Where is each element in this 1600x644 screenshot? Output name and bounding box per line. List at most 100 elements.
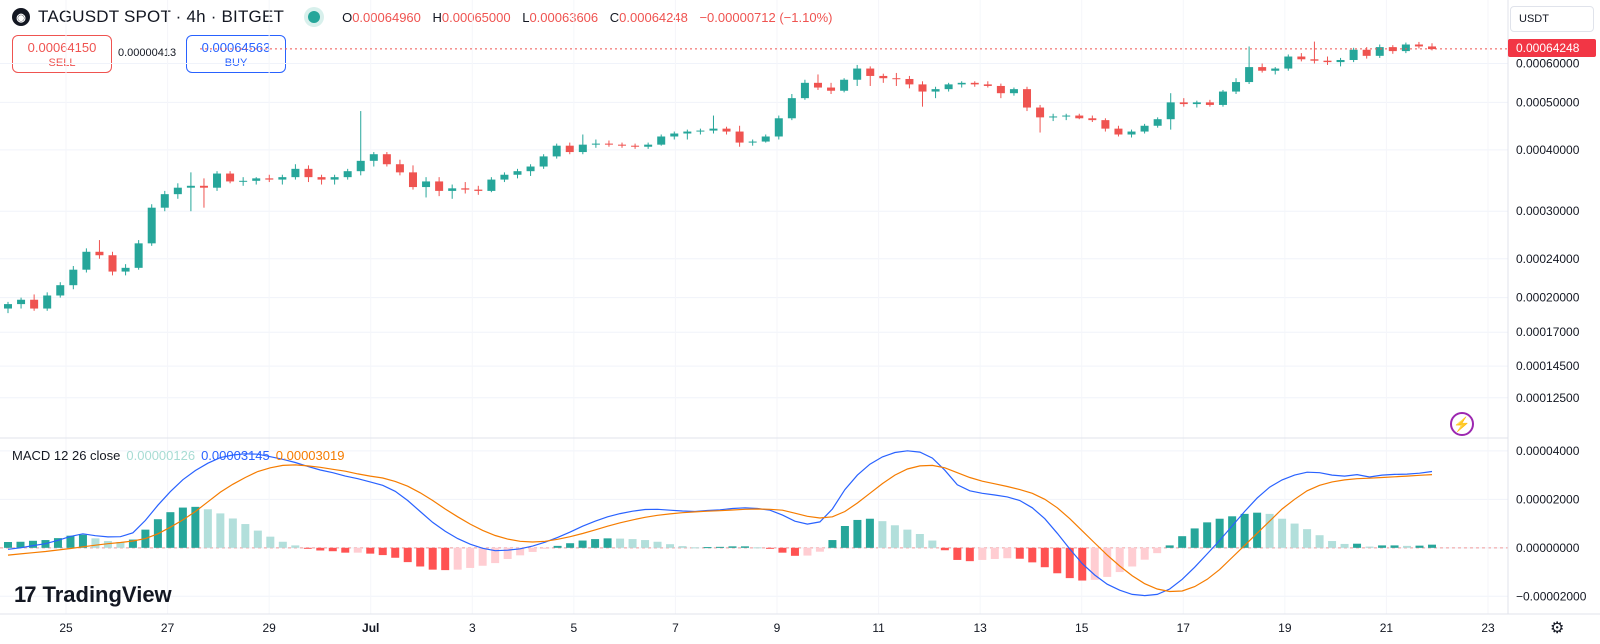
macd-histogram-bar <box>1090 547 1099 580</box>
symbol-title[interactable]: TAGUSDT SPOT · 4h · BITGET <box>38 7 285 26</box>
candle-up <box>1127 131 1136 135</box>
macd-histogram-bar <box>1178 536 1187 548</box>
macd-histogram-bar <box>1328 541 1337 548</box>
currency-selector[interactable]: USDT <box>1510 6 1594 32</box>
candle-down <box>474 189 483 191</box>
macd-histogram-bar <box>1390 545 1399 548</box>
macd-histogram-bar <box>353 547 362 553</box>
candle-up <box>1232 82 1241 92</box>
candle-up <box>774 118 783 137</box>
candle-up <box>69 269 78 286</box>
candle-up <box>160 194 169 208</box>
close-value: 0.00064248 <box>619 9 688 25</box>
macd-histogram-bar <box>66 535 75 548</box>
candle-down <box>435 181 444 191</box>
macd-histogram-bar <box>1203 522 1212 548</box>
tradingview-logo[interactable]: 17 TradingView <box>14 582 172 608</box>
macd-histogram-bar <box>1215 518 1224 548</box>
macd-histogram-bar <box>666 544 675 548</box>
candle-up <box>278 177 287 180</box>
tradingview-wordmark: TradingView <box>42 582 172 607</box>
macd-histogram-bar <box>1115 547 1124 573</box>
macd-histogram-bar <box>4 542 12 548</box>
macd-legend[interactable]: MACD 12 26 close 0.00000126 0.00003145 0.00… <box>12 448 344 463</box>
candle-down <box>1101 120 1110 129</box>
open-value: 0.00064960 <box>352 9 421 25</box>
macd-histogram-bar <box>653 541 662 548</box>
sell-price: 0.00064150 <box>27 40 97 55</box>
price-tick-label: 0.00040000 <box>1516 143 1580 157</box>
time-axis[interactable]: 25 27 29 Jul 3 5 7 9 11 13 15 17 19 21 23 <box>59 621 1495 635</box>
candle-down <box>1023 89 1032 108</box>
macd-histogram-bar <box>1415 545 1424 548</box>
macd-histogram-bar <box>128 539 137 548</box>
macd-histogram-bar <box>753 547 762 549</box>
macd-histogram-bar <box>778 547 787 553</box>
candle-up <box>121 267 130 272</box>
candle-up <box>356 160 365 172</box>
macd-histogram-bar <box>1003 547 1012 559</box>
macd-histogram-bar <box>528 547 537 552</box>
macd-histogram-bar <box>940 547 949 551</box>
candle-up <box>1153 119 1162 126</box>
macd-histogram-bar <box>341 547 350 553</box>
candle-up <box>1192 102 1201 105</box>
tag-coin-icon[interactable]: ◉ <box>12 8 30 26</box>
price-tick-label: 0.00030000 <box>1516 204 1580 218</box>
macd-histogram-bar <box>815 547 824 552</box>
candle-down <box>1179 102 1188 105</box>
macd-histogram-bar <box>466 547 475 568</box>
macd-line <box>7 450 1433 597</box>
macd-axis[interactable]: 0.00004000 0.00002000 0.00000000 −0.0000200… <box>1516 444 1587 603</box>
sell-button[interactable]: 0.00064150 SELL <box>12 35 112 73</box>
chart-header: ◉ TAGUSDT SPOT · 4h · BITGET O0.00064960… <box>0 0 1480 34</box>
candle-down <box>996 85 1005 94</box>
lightning-icon[interactable]: ⚡ <box>1450 412 1474 436</box>
macd-histogram-bar <box>578 540 587 548</box>
macd-histogram-bar <box>28 540 37 548</box>
candle-up <box>853 68 862 80</box>
price-axis[interactable]: 0.00060000 0.00050000 0.00040000 0.00030000… <box>1516 57 1580 405</box>
macd-histogram-bar <box>616 538 625 548</box>
price-tick-label: 0.00050000 <box>1516 95 1580 109</box>
macd-histogram-bar <box>703 547 712 549</box>
candle-down <box>1258 67 1267 71</box>
candle-up <box>147 207 156 244</box>
macd-histogram-bar <box>291 545 300 548</box>
time-tick-label: 7 <box>672 621 679 635</box>
signal-line <box>7 464 1433 593</box>
market-open-indicator <box>308 11 321 23</box>
candle-up <box>957 82 966 85</box>
macd-histogram-bar <box>1053 547 1062 574</box>
macd-histogram-bar <box>1140 547 1149 560</box>
candle-up <box>1218 91 1227 105</box>
macd-histogram-bar <box>678 546 687 548</box>
macd-histogram-bar <box>953 547 962 560</box>
macd-histogram-bar <box>216 513 225 548</box>
candle-up <box>670 133 679 137</box>
macd-histogram-bar <box>316 547 325 551</box>
gear-icon[interactable]: ⚙ <box>1550 620 1565 637</box>
time-tick-label: 3 <box>469 621 476 635</box>
candle-down <box>461 188 470 190</box>
macd-histogram-bar <box>1428 544 1436 548</box>
time-tick-label: 19 <box>1278 621 1292 635</box>
time-tick-label: Jul <box>362 621 379 635</box>
candle-up <box>134 243 143 268</box>
ohlc-readout: O0.00064960 H0.00065000 L0.00063606 C0.0… <box>342 10 840 25</box>
macd-tick-label: −0.00002000 <box>1516 589 1587 603</box>
candle-up <box>657 136 666 145</box>
candle-up <box>800 82 809 99</box>
candle-down <box>226 173 235 182</box>
candle-down <box>983 84 992 86</box>
candle-up <box>787 98 796 119</box>
sell-label: SELL <box>48 57 76 69</box>
candle-down <box>30 299 39 309</box>
spread-value: 0.00000413 <box>118 47 177 59</box>
candle-up <box>186 185 195 188</box>
macd-histogram-bar <box>828 540 837 548</box>
macd-histogram-bar <box>1278 518 1287 548</box>
candle-up <box>82 251 91 270</box>
candle-up <box>591 143 600 145</box>
